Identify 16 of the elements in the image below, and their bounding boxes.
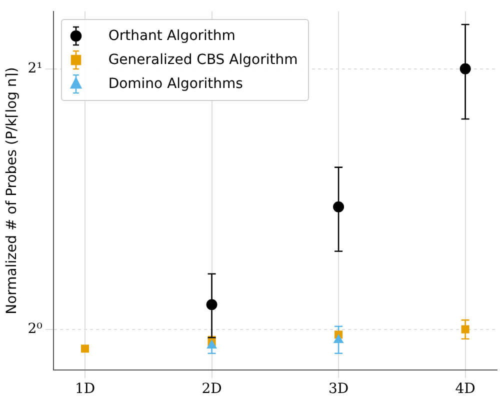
legend-label: Orthant Algorithm	[108, 28, 236, 44]
y-tick-label: 2⁰	[28, 320, 43, 337]
y-axis-title: Normalized # of Probes (P/k⌈log n⌉)	[4, 67, 20, 314]
legend-label: Generalized CBS Algorithm	[108, 52, 298, 68]
x-tick-label: 1D	[74, 381, 96, 398]
point	[333, 201, 344, 212]
x-tick-label: 2D	[202, 381, 222, 398]
point	[461, 325, 470, 334]
point	[334, 334, 344, 344]
point	[206, 299, 218, 310]
x-tick-label: 3D	[328, 381, 349, 398]
point	[460, 63, 471, 74]
x-tick-label: 4D	[455, 381, 476, 398]
y-tick-label: 2¹	[28, 60, 42, 76]
legend-label: Domino Algorithms	[108, 76, 243, 92]
point	[80, 344, 90, 353]
